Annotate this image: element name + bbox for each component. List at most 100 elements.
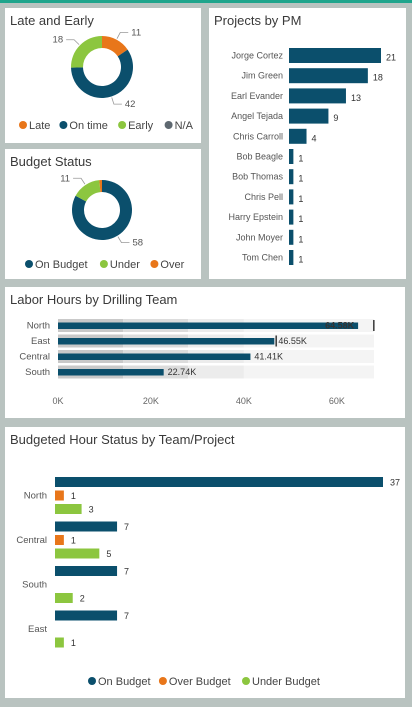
tile-title: Late and Early — [10, 13, 94, 28]
team-category-label: Central — [16, 535, 47, 546]
tile-budget-status[interactable]: Budget Status 58 11 On Budget Under Over — [5, 149, 201, 279]
projects-by-pm-bar-chart: Jorge Cortez 21 Jim Green 18 Earl Evander 13 A… — [228, 48, 396, 265]
pm-value-label: 21 — [386, 53, 396, 63]
pm-value-label: 1 — [298, 255, 303, 265]
pm-name-label: Jorge Cortez — [231, 51, 283, 61]
legend-marker — [242, 677, 250, 685]
labor-team-label: Central — [19, 352, 50, 363]
pm-name-label: Earl Evander — [231, 91, 283, 101]
bullet-bar — [58, 338, 275, 345]
donut-slice — [71, 49, 133, 98]
bullet-band — [243, 365, 374, 379]
pm-value-label: 1 — [298, 154, 303, 164]
legend-label: Early — [128, 120, 154, 132]
bullet-bar — [58, 369, 164, 376]
pm-value-label: 13 — [351, 93, 361, 103]
budget-status-donut-chart: 58 11 On Budget Under Over — [25, 173, 185, 271]
legend-label: Over — [160, 259, 184, 271]
labor-x-tick: 0K — [52, 396, 63, 406]
donut-slice — [75, 180, 101, 202]
tile-labor-hours[interactable]: Labor Hours by Drilling Team North 64.58K… — [5, 287, 405, 418]
pm-value-label: 1 — [298, 194, 303, 204]
labor-value-label: 46.55K — [278, 336, 307, 346]
pm-bar — [289, 48, 381, 63]
legend-label: Under Budget — [252, 676, 320, 688]
legend-label: Under — [110, 259, 140, 271]
labor-team-label: East — [31, 336, 50, 347]
legend-marker — [150, 260, 159, 268]
donut-leader-line — [111, 97, 122, 105]
pm-bar — [289, 189, 294, 205]
pm-value-label: 1 — [298, 234, 303, 244]
legend-label: N/A — [175, 120, 194, 132]
pm-value-label: 18 — [373, 73, 383, 83]
donut-slice — [102, 36, 128, 57]
top-accent-bar — [0, 0, 412, 3]
donut-leader-line — [116, 32, 129, 39]
labor-x-tick: 60K — [329, 396, 345, 406]
tile-late-and-early[interactable]: Late and Early 11 42 18 Late On time Early N/A — [5, 8, 201, 143]
labor-hours-bullet-chart: North 64.58K East 46.55K Central 41.41K South 2… — [19, 319, 375, 406]
pm-name-label: Angel Tejada — [231, 111, 283, 121]
donut-leader-line — [66, 39, 80, 45]
pm-value-label: 9 — [333, 113, 338, 123]
labor-x-tick: 20K — [143, 396, 159, 406]
budget-status-bar — [55, 593, 73, 603]
budget-status-value-label: 1 — [71, 536, 76, 546]
donut-leader-line — [117, 236, 130, 244]
team-category-label: East — [28, 624, 47, 635]
pm-bar — [289, 108, 329, 124]
team-category-label: North — [24, 491, 47, 502]
tile-title: Budgeted Hour Status by Team/Project — [10, 432, 235, 447]
donut-data-label: 42 — [125, 99, 136, 110]
donut-data-label: 11 — [131, 28, 141, 39]
pm-value-label: 4 — [312, 133, 317, 143]
pm-bar — [289, 250, 294, 265]
legend-label: Over Budget — [169, 676, 231, 688]
pm-name-label: Harry Epstein — [228, 212, 283, 222]
bullet-target-marker — [275, 335, 278, 347]
legend-label: On time — [69, 120, 108, 132]
legend-marker — [164, 121, 173, 129]
donut-data-label: 11 — [60, 173, 70, 184]
donut-data-label: 18 — [53, 35, 64, 46]
tile-title: Labor Hours by Drilling Team — [10, 292, 178, 307]
labor-value-label: 64.58K — [325, 321, 355, 331]
pm-name-label: Chris Pell — [244, 192, 283, 202]
bullet-bar — [58, 353, 251, 360]
legend-label: Late — [29, 120, 50, 132]
donut-slice — [99, 180, 102, 193]
tile-budgeted-hour-status[interactable]: Budgeted Hour Status by Team/Project Nor… — [5, 427, 405, 698]
budget-status-value-label: 1 — [71, 638, 76, 648]
budget-status-bar — [55, 566, 118, 576]
tile-projects-by-pm[interactable]: Projects by PM Jorge Cortez 21 Jim Green 18… — [209, 8, 406, 279]
pm-name-label: John Moyer — [236, 232, 283, 242]
labor-team-label: South — [25, 367, 50, 378]
pm-value-label: 1 — [298, 214, 303, 224]
pm-bar — [289, 128, 307, 144]
budget-status-value-label: 7 — [124, 567, 129, 577]
tile-title: Budget Status — [10, 154, 92, 169]
budget-status-value-label: 37 — [390, 478, 400, 488]
donut-leader-line — [73, 177, 86, 185]
labor-x-tick: 40K — [236, 396, 252, 406]
team-category-label: South — [22, 580, 47, 591]
legend-marker — [19, 121, 27, 129]
pm-bar — [289, 68, 368, 84]
budget-status-bar — [55, 521, 118, 532]
budget-status-value-label: 3 — [89, 505, 94, 515]
budget-status-value-label: 2 — [80, 594, 85, 604]
labor-team-label: North — [27, 321, 50, 332]
legend-label: On Budget — [98, 676, 151, 688]
donut-slice — [72, 180, 132, 241]
budget-status-value-label: 7 — [124, 522, 129, 532]
bullet-band — [188, 365, 244, 379]
budget-status-value-label: 5 — [106, 549, 111, 559]
budget-status-bar — [55, 477, 383, 487]
pm-bar — [289, 149, 294, 164]
budget-status-bar — [55, 504, 82, 514]
budget-status-bar — [55, 637, 64, 648]
pm-name-label: Chris Carroll — [233, 131, 283, 141]
legend-marker — [158, 677, 167, 685]
tile-title: Projects by PM — [214, 13, 302, 28]
